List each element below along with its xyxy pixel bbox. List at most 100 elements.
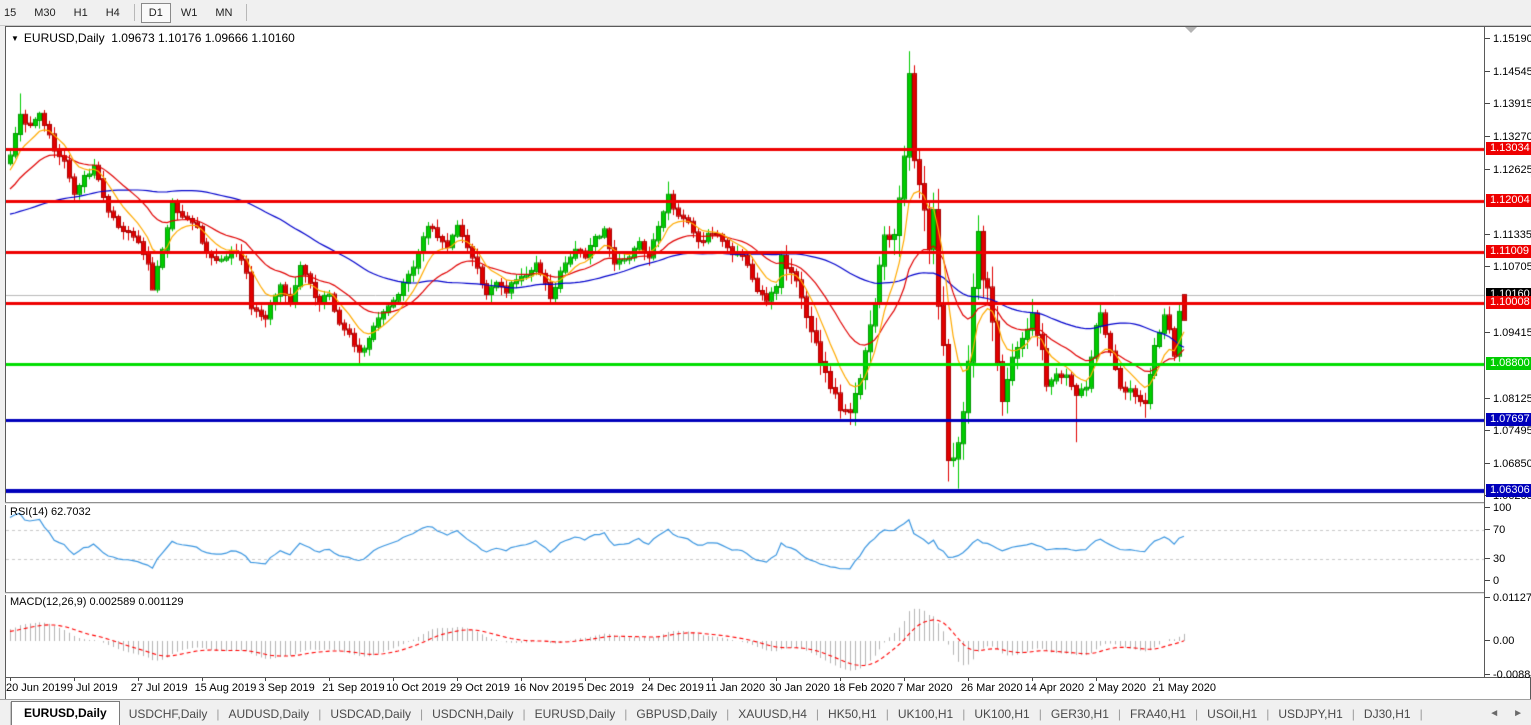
- chart-tab-gbpusd-daily[interactable]: GBPUSD,Daily: [636, 707, 718, 721]
- chart-plot[interactable]: [6, 27, 1484, 677]
- price-tick-label: 1.07495: [1485, 425, 1531, 437]
- chart-tab-audusd-daily[interactable]: AUDUSD,Daily: [228, 707, 310, 721]
- tab-separator: |: [726, 707, 730, 721]
- toolbar-separator: [246, 4, 248, 21]
- macd-tick-label: -0.008845: [1485, 669, 1531, 681]
- date-tick: [840, 678, 842, 681]
- timeframe-button-w1[interactable]: W1: [180, 6, 198, 19]
- date-label: 21 Sep 2019: [322, 682, 385, 694]
- price-tick-label: 1.14545: [1485, 66, 1531, 78]
- date-label: 5 Dec 2019: [577, 682, 634, 694]
- date-label: 14 Apr 2020: [1024, 682, 1085, 694]
- tab-scroll-nav: ◄ ►: [1475, 708, 1523, 719]
- price-axis-border: [1484, 27, 1485, 678]
- date-tick: [329, 678, 331, 681]
- timeframe-button-m30[interactable]: M30: [34, 6, 56, 19]
- chart-tab-usdcad-daily[interactable]: USDCAD,Daily: [330, 707, 411, 721]
- date-tick: [584, 678, 586, 681]
- macd-indicator-label: MACD(12,26,9) 0.002589 0.001129: [10, 596, 184, 608]
- price-tick-label: 1.06850: [1485, 458, 1531, 470]
- date-tick: [712, 678, 714, 681]
- date-tick: [903, 678, 905, 681]
- price-tick-label: 1.10705: [1485, 261, 1531, 273]
- chart-tab-uk100-h1[interactable]: UK100,H1: [974, 707, 1030, 721]
- chart-tab-hk50-h1[interactable]: HK50,H1: [828, 707, 877, 721]
- chart-tab-fra40-h1[interactable]: FRA40,H1: [1130, 707, 1187, 721]
- chart-dropdown-icon[interactable]: ▼: [11, 34, 19, 43]
- chart-tab-eurusd-daily[interactable]: EURUSD,Daily: [534, 707, 616, 721]
- date-label: 10 Oct 2019: [386, 682, 447, 694]
- tab-separator: |: [1419, 707, 1423, 721]
- date-tick: [967, 678, 969, 681]
- date-label: 9 Jul 2019: [66, 682, 118, 694]
- chart-tab-bar: EURUSD,Daily USDCHF,Daily | AUDUSD,Daily | US…: [0, 699, 1531, 725]
- tab-scroll-right-icon[interactable]: ►: [1513, 708, 1523, 719]
- timeframe-button-d1[interactable]: D1: [140, 2, 171, 23]
- date-label: 24 Dec 2019: [641, 682, 704, 694]
- chart-tab-dj30-h1[interactable]: DJ30,H1: [1363, 707, 1411, 721]
- panel-separator-rsi[interactable]: [5, 502, 1530, 505]
- date-label: 21 May 2020: [1152, 682, 1217, 694]
- price-tick-label: 1.12625: [1485, 164, 1531, 176]
- chart-title: ▼ EURUSD,Daily 1.09673 1.10176 1.09666 1.…: [11, 31, 295, 45]
- price-level-badge: 1.13034: [1486, 141, 1531, 155]
- price-level-badge: 1.12004: [1486, 194, 1531, 208]
- price-level-badge: 1.07697: [1486, 413, 1531, 427]
- macd-tick-label: 0.011277: [1485, 592, 1531, 604]
- tab-separator: |: [522, 707, 526, 721]
- date-label: 27 Jul 2019: [130, 682, 188, 694]
- price-tick-label: 1.11335: [1485, 229, 1531, 241]
- date-label: 15 Aug 2019: [194, 682, 257, 694]
- price-tick-label: 1.15190: [1485, 33, 1531, 45]
- tab-separator: |: [1266, 707, 1270, 721]
- tab-separator: |: [1117, 707, 1122, 721]
- price-level-badge: 1.08800: [1486, 357, 1531, 371]
- chart-tab-usdjpy-h1[interactable]: USDJPY,H1: [1278, 707, 1343, 721]
- rsi-tick-label: 30: [1485, 553, 1505, 565]
- timeframe-button-mn[interactable]: MN: [215, 6, 233, 19]
- date-tick: [201, 678, 203, 681]
- tab-separator: |: [420, 707, 424, 721]
- chart-symbol-label: EURUSD,Daily: [23, 31, 105, 45]
- price-level-badge: 1.06306: [1486, 484, 1531, 498]
- rsi-tick-label: 70: [1485, 524, 1505, 536]
- chart-tab-eurusd-daily[interactable]: EURUSD,Daily: [11, 701, 120, 725]
- timeframe-button-h4[interactable]: H4: [105, 6, 120, 19]
- date-tick: [1095, 678, 1097, 681]
- timeframe-button-15[interactable]: 15: [4, 6, 17, 19]
- chart-tab-ger30-h1[interactable]: GER30,H1: [1050, 707, 1109, 721]
- price-tick-label: 1.13915: [1485, 98, 1531, 110]
- tab-separator: |: [216, 707, 220, 721]
- date-tick: [456, 678, 458, 681]
- rsi-indicator-label: RSI(14) 62.7032: [10, 506, 91, 518]
- panel-separator-macd[interactable]: [5, 592, 1530, 595]
- price-tick-label: 1.09415: [1485, 327, 1531, 339]
- date-label: 18 Feb 2020: [833, 682, 895, 694]
- date-tick: [73, 678, 75, 681]
- date-axis-border: [5, 677, 1530, 678]
- chart-tab-usoil-h1[interactable]: USOil,H1: [1207, 707, 1258, 721]
- chart-tab-usdcnh-daily[interactable]: USDCNH,Daily: [432, 707, 514, 721]
- chart-tab-xauusd-h4[interactable]: XAUUSD,H4: [738, 707, 807, 721]
- date-tick: [137, 678, 139, 681]
- tab-bar-gutter: [0, 702, 11, 725]
- chart-ohlc-values: 1.09673 1.10176 1.09666 1.10160: [111, 31, 295, 45]
- chart-tab-uk100-h1[interactable]: UK100,H1: [897, 707, 954, 721]
- tab-separator: |: [1195, 707, 1199, 721]
- tab-separator: |: [318, 707, 322, 721]
- date-tick: [520, 678, 522, 681]
- timeframe-button-h1[interactable]: H1: [73, 6, 88, 19]
- date-label: 11 Jan 2020: [705, 682, 766, 694]
- price-tick-label: 1.08125: [1485, 393, 1531, 405]
- date-axis[interactable]: 20 Jun 2019 9 Jul 2019 27 Jul 2019 15 Aug 2…: [6, 678, 1530, 698]
- chart-tab-usdchf-daily[interactable]: USDCHF,Daily: [128, 707, 208, 721]
- price-axis[interactable]: 1.15190 1.14545 1.13915 1.13270 1.12625 1.113…: [1485, 27, 1531, 681]
- macd-tick-label: 0.00: [1485, 635, 1514, 647]
- tab-scroll-left-icon[interactable]: ◄: [1489, 708, 1500, 719]
- date-tick: [265, 678, 267, 681]
- date-tick: [648, 678, 650, 681]
- date-label: 30 Jan 2020: [769, 682, 830, 694]
- chart-shift-marker-icon[interactable]: [1185, 27, 1197, 33]
- tab-separator: |: [815, 707, 820, 721]
